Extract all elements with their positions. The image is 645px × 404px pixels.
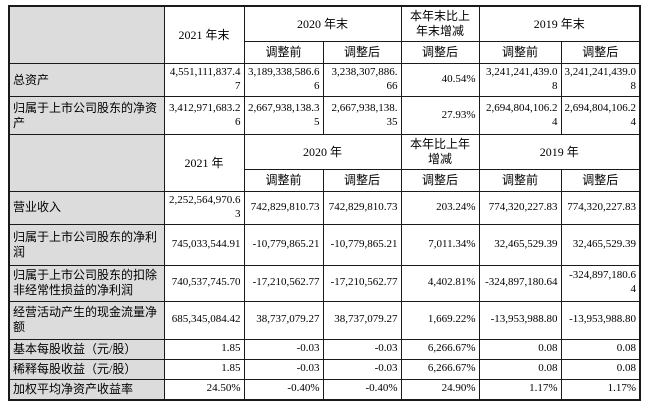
cell-value: 774,320,227.83 bbox=[560, 191, 641, 225]
cell-value: 27.93% bbox=[400, 96, 480, 135]
cell-value: 203.24% bbox=[400, 191, 480, 225]
section1-header-row-2: 调整前 调整后 调整后 调整前 调整后 bbox=[9, 41, 641, 64]
cell-value: 0.08 bbox=[478, 338, 562, 360]
row-label: 归属于上市公司股东的扣除非经常性损益的净利润 bbox=[8, 264, 165, 302]
table-row-operating-revenue: 营业收入 2,252,564,970.63 742,829,810.73 742… bbox=[8, 191, 641, 225]
section2-subheader-2019-after-adjust: 调整后 bbox=[560, 169, 641, 192]
cell-value: -324,897,180.64 bbox=[560, 264, 641, 302]
cell-value: 0.08 bbox=[478, 358, 562, 380]
financial-summary-table-container: 2021 年末 2020 年末 本年末比上年末增减 2019 年末 调整前 调整… bbox=[8, 5, 642, 401]
section2-label-header-cell bbox=[8, 134, 165, 192]
cell-value: 745,033,544.91 bbox=[163, 223, 245, 266]
section2-subheader-change-after-adjust: 调整后 bbox=[400, 169, 480, 192]
row-label: 稀释每股收益（元/股） bbox=[8, 358, 165, 380]
row-label: 基本每股收益（元/股） bbox=[8, 338, 165, 360]
cell-value: 38,737,079.27 bbox=[322, 300, 402, 340]
cell-value: 38,737,079.27 bbox=[243, 300, 324, 340]
cell-value: 740,537,745.70 bbox=[163, 264, 245, 302]
cell-value: -13,953,988.80 bbox=[560, 300, 641, 340]
cell-value: -0.03 bbox=[322, 358, 402, 380]
row-label: 经营活动产生的现金流量净额 bbox=[8, 300, 165, 340]
row-label: 总资产 bbox=[8, 63, 165, 97]
cell-value: 1.17% bbox=[478, 378, 562, 400]
row-label: 归属于上市公司股东的净资产 bbox=[8, 96, 165, 135]
cell-value: 3,189,338,586.66 bbox=[243, 63, 324, 97]
table-row-net-profit: 归属于上市公司股东的净利润 745,033,544.91 -10,779,865… bbox=[8, 223, 641, 266]
cell-value: -10,779,865.21 bbox=[243, 223, 324, 266]
table-row-weighted-avg-roe: 加权平均净资产收益率 24.50% -0.40% -0.40% 24.90% 1… bbox=[8, 378, 641, 400]
cell-value: 6,266.67% bbox=[400, 338, 480, 360]
cell-value: 1,669.22% bbox=[400, 300, 480, 340]
cell-value: 4,402.81% bbox=[400, 264, 480, 302]
cell-value: -13,953,988.80 bbox=[478, 300, 562, 340]
cell-value: 0.08 bbox=[560, 358, 641, 380]
section2-header-row-2: 调整前 调整后 调整后 调整前 调整后 bbox=[9, 169, 641, 192]
row-label: 加权平均净资产收益率 bbox=[8, 378, 165, 400]
cell-value: 4,551,111,837.47 bbox=[163, 63, 245, 97]
section2-header-change-yoy: 本年比上年增减 bbox=[400, 134, 480, 170]
cell-value: 2,252,564,970.63 bbox=[163, 191, 245, 225]
cell-value: 24.50% bbox=[163, 378, 245, 400]
cell-value: 2,667,938,138.35 bbox=[243, 96, 324, 135]
section1-subheader-2020-after-adjust: 调整后 bbox=[322, 41, 402, 64]
section2-subheader-2020-after-adjust: 调整后 bbox=[322, 169, 402, 192]
table-row-net-assets: 归属于上市公司股东的净资产 3,412,971,683.26 2,667,938… bbox=[8, 96, 641, 135]
cell-value: -0.03 bbox=[322, 338, 402, 360]
section1-subheader-2019-before-adjust: 调整前 bbox=[478, 41, 562, 64]
cell-value: 7,011.34% bbox=[400, 223, 480, 266]
cell-value: 2,694,804,106.24 bbox=[560, 96, 641, 135]
cell-value: -0.40% bbox=[243, 378, 324, 400]
section1-header-2019-year-end: 2019 年末 bbox=[478, 5, 641, 42]
cell-value: -17,210,562.77 bbox=[322, 264, 402, 302]
section2-header-2021-year: 2021 年 bbox=[163, 134, 245, 192]
cell-value: -324,897,180.64 bbox=[478, 264, 562, 302]
cell-value: 32,465,529.39 bbox=[560, 223, 641, 266]
table-row-total-assets: 总资产 4,551,111,837.47 3,189,338,586.66 3,… bbox=[8, 63, 641, 97]
cell-value: 3,241,241,439.08 bbox=[560, 63, 641, 97]
section2-header-row-1: 2021 年 2020 年 本年比上年增减 2019 年 bbox=[8, 134, 641, 192]
section2-header-2019-year: 2019 年 bbox=[478, 134, 641, 170]
cell-value: 3,238,307,886.66 bbox=[322, 63, 402, 97]
table-row-basic-eps: 基本每股收益（元/股） 1.85 -0.03 -0.03 6,266.67% 0… bbox=[8, 338, 641, 360]
section1-subheader-2019-after-adjust: 调整后 bbox=[560, 41, 641, 64]
cell-value: 6,266.67% bbox=[400, 358, 480, 380]
cell-value: 742,829,810.73 bbox=[322, 191, 402, 225]
section2-subheader-2020-before-adjust: 调整前 bbox=[243, 169, 324, 192]
section2-header-2020-year: 2020 年 bbox=[243, 134, 402, 170]
cell-value: 1.17% bbox=[560, 378, 641, 400]
cell-value: 774,320,227.83 bbox=[478, 191, 562, 225]
section2-subheader-2019-before-adjust: 调整前 bbox=[478, 169, 562, 192]
cell-value: -0.03 bbox=[243, 338, 324, 360]
cell-value: 32,465,529.39 bbox=[478, 223, 562, 266]
cell-value: -0.03 bbox=[243, 358, 324, 380]
cell-value: 40.54% bbox=[400, 63, 480, 97]
cell-value: -0.40% bbox=[322, 378, 402, 400]
section1-subheader-2020-before-adjust: 调整前 bbox=[243, 41, 324, 64]
cell-value: 1.85 bbox=[163, 338, 245, 360]
cell-value: 24.90% bbox=[400, 378, 480, 400]
section1-subheader-change-after-adjust: 调整后 bbox=[400, 41, 480, 64]
cell-value: 685,345,084.42 bbox=[163, 300, 245, 340]
cell-value: 3,412,971,683.26 bbox=[163, 96, 245, 135]
section1-header-change-yoy: 本年末比上年末增减 bbox=[400, 5, 480, 42]
row-label: 归属于上市公司股东的净利润 bbox=[8, 223, 165, 266]
table-row-net-profit-excl-nonrecurring: 归属于上市公司股东的扣除非经常性损益的净利润 740,537,745.70 -1… bbox=[8, 264, 641, 302]
cell-value: -10,779,865.21 bbox=[322, 223, 402, 266]
cell-value: -17,210,562.77 bbox=[243, 264, 324, 302]
cell-value: 742,829,810.73 bbox=[243, 191, 324, 225]
cell-value: 2,694,804,106.24 bbox=[478, 96, 562, 135]
table-row-diluted-eps: 稀释每股收益（元/股） 1.85 -0.03 -0.03 6,266.67% 0… bbox=[8, 358, 641, 380]
section1-header-2020-year-end: 2020 年末 bbox=[243, 5, 402, 42]
row-label: 营业收入 bbox=[8, 191, 165, 225]
cell-value: 0.08 bbox=[560, 338, 641, 360]
table-row-operating-cash-flow: 经营活动产生的现金流量净额 685,345,084.42 38,737,079.… bbox=[8, 300, 641, 340]
section1-header-row-1: 2021 年末 2020 年末 本年末比上年末增减 2019 年末 bbox=[8, 5, 641, 64]
cell-value: 2,667,938,138.35 bbox=[322, 96, 402, 135]
cell-value: 1.85 bbox=[163, 358, 245, 380]
section1-header-2021-year-end: 2021 年末 bbox=[163, 5, 245, 64]
cell-value: 3,241,241,439.08 bbox=[478, 63, 562, 97]
section1-label-header-cell bbox=[8, 5, 165, 64]
financial-summary-table: 2021 年末 2020 年末 本年末比上年末增减 2019 年末 调整前 调整… bbox=[8, 5, 642, 401]
